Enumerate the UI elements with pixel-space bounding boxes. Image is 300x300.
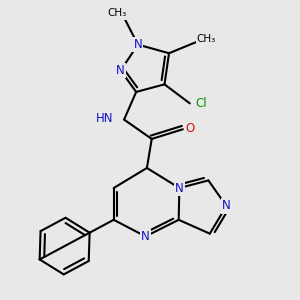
Text: N: N bbox=[141, 230, 150, 243]
Text: O: O bbox=[186, 122, 195, 135]
Text: Cl: Cl bbox=[195, 97, 207, 110]
Text: N: N bbox=[116, 64, 125, 77]
Text: N: N bbox=[175, 182, 184, 194]
Text: HN: HN bbox=[96, 112, 114, 125]
Text: CH₃: CH₃ bbox=[107, 8, 127, 19]
Text: N: N bbox=[222, 200, 231, 212]
Text: CH₃: CH₃ bbox=[197, 34, 216, 44]
Text: N: N bbox=[134, 38, 142, 51]
